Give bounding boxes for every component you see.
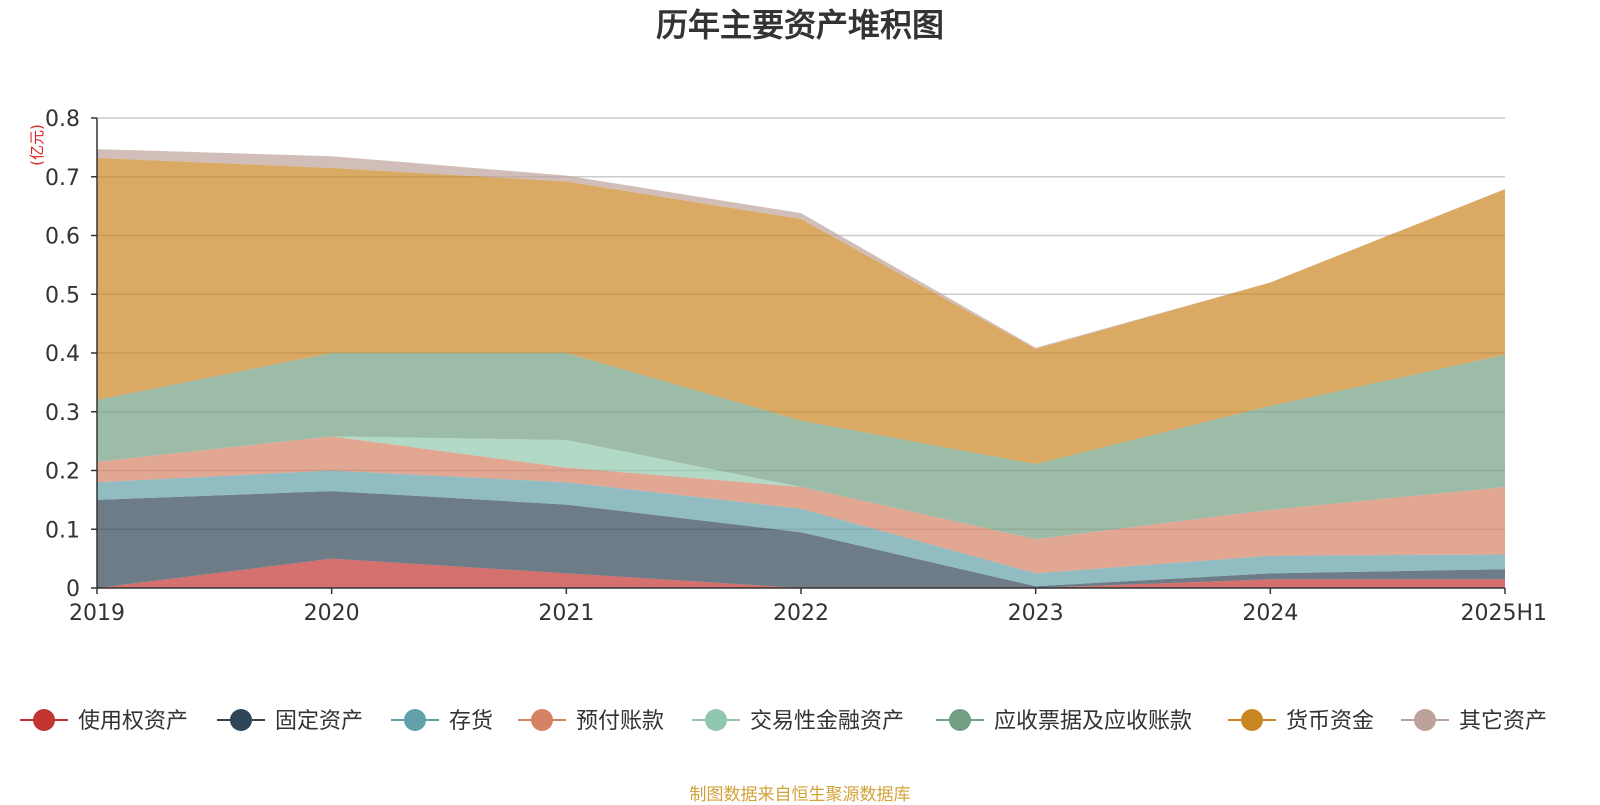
y-tick-label-6: 0.6 [45,225,80,250]
legend-marker-3 [531,709,553,731]
legend-marker-7 [1414,709,1436,731]
x-tick-label-6: 2025H1 [1460,601,1547,626]
y-tick-label-1: 0.1 [45,518,80,543]
legend-marker-5 [949,709,971,731]
y-tick-label-4: 0.4 [45,342,80,367]
chart-title: 历年主要资产堆积图 [656,6,944,44]
x-tick-label-3: 2022 [773,601,829,626]
area-series-1 [97,491,1505,588]
y-tick-label-7: 0.7 [45,166,80,191]
legend-marker-6 [1241,709,1263,731]
legend-label-3: 预付账款 [576,709,664,734]
legend-item-3: 预付账款 [518,709,664,734]
legend-label-5: 应收票据及应收账款 [994,709,1192,734]
legend-item-2: 存货 [391,709,493,734]
legend-marker-2 [404,709,426,731]
legend-item-7: 其它资产 [1401,709,1547,734]
source-note: 制图数据来自恒生聚源数据库 [689,785,911,805]
legend-label-1: 固定资产 [275,709,363,734]
y-tick-label-5: 0.5 [45,283,80,308]
legend-label-2: 存货 [449,709,493,734]
y-tick-label-2: 0.2 [45,460,80,485]
y-axis-unit-label: (亿元) [28,124,46,166]
area-series-3 [97,436,1505,574]
x-tick-label-0: 2019 [69,601,125,626]
y-tick-label-8: 0.8 [45,107,80,132]
legend-label-4: 交易性金融资产 [750,709,904,734]
legend-item-4: 交易性金融资产 [692,709,904,734]
legend-marker-1 [230,709,252,731]
legend-label-0: 使用权资产 [78,709,188,734]
legend-marker-0 [33,709,55,731]
x-tick-label-5: 2024 [1242,601,1298,626]
legend-marker-4 [705,709,727,731]
area-series-0 [97,558,1505,588]
area-series-5 [97,353,1505,540]
area-series-6 [97,157,1505,465]
legend-item-6: 货币资金 [1228,709,1374,734]
legend-item-1: 固定资产 [217,709,363,734]
legend-item-5: 应收票据及应收账款 [936,709,1192,734]
x-tick-label-1: 2020 [304,601,360,626]
legend-label-6: 货币资金 [1286,709,1374,734]
area-series-group [97,149,1505,588]
x-tick-label-2: 2021 [538,601,594,626]
y-tick-label-3: 0.3 [45,401,80,426]
area-series-2 [97,470,1505,587]
axes: 0 0.1 0.2 0.3 0.4 0.5 0.6 0.7 0.8 2019 2020 2021 202… [45,107,1547,626]
y-tick-label-0: 0 [66,577,80,602]
legend-label-7: 其它资产 [1459,709,1547,734]
legend: 使用权资产 固定资产 存货 预付账款 交易性金融资产 应收票据及应收账款 货币资金 其它资产 [20,709,1547,734]
legend-item-0: 使用权资产 [20,709,188,734]
x-tick-label-4: 2023 [1008,601,1064,626]
